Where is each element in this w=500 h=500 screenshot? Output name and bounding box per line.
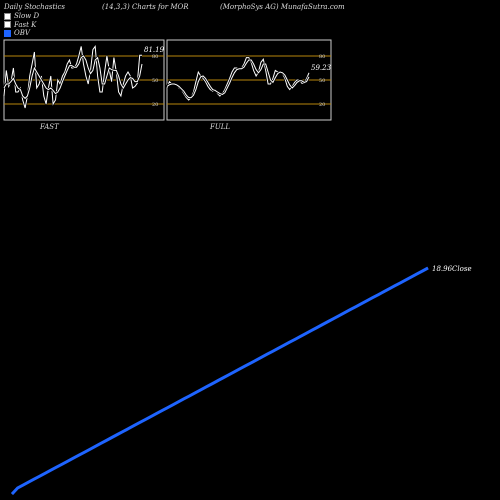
full-last-value: 59.23 [311, 64, 332, 72]
fast-panel-title: FAST [39, 123, 60, 131]
fast-tick-20: 20 [152, 102, 158, 108]
legend-slow-d: Slow D [4, 12, 39, 21]
obv-line [10, 266, 429, 496]
legend-label-obv: OBV [14, 29, 30, 37]
header-left: Daily Stochastics [4, 3, 66, 11]
legend: Slow D Fast K OBV [4, 12, 39, 38]
legend-swatch-obv [4, 29, 11, 37]
header-right: (MorphoSys AG) MunafaSutra.com [220, 3, 345, 11]
legend-fast-k: Fast K [4, 21, 39, 30]
legend-label-slow-d: Slow D [14, 12, 40, 20]
legend-label-fast-k: Fast K [14, 20, 37, 29]
fast-tick-80: 80 [152, 54, 158, 60]
fast-series-slow-d [3, 55, 143, 100]
full-tick-50: 50 [319, 78, 325, 84]
close-last-value: 18.96Close [432, 265, 472, 273]
fast-last-value: 81.19 [144, 46, 165, 54]
legend-obv: OBV [4, 29, 39, 38]
full-tick-20: 20 [319, 102, 325, 108]
legend-swatch-fast-k [4, 21, 11, 29]
full-series-full-d [166, 59, 310, 99]
full-tick-80: 80 [319, 54, 325, 60]
full-series-halo-1 [166, 58, 311, 99]
fast-tick-50: 50 [152, 78, 158, 84]
full-panel-title: FULL [209, 123, 230, 131]
legend-swatch-slow-d [4, 12, 11, 20]
header-middle: (14,3,3) Charts for MOR [102, 3, 189, 11]
